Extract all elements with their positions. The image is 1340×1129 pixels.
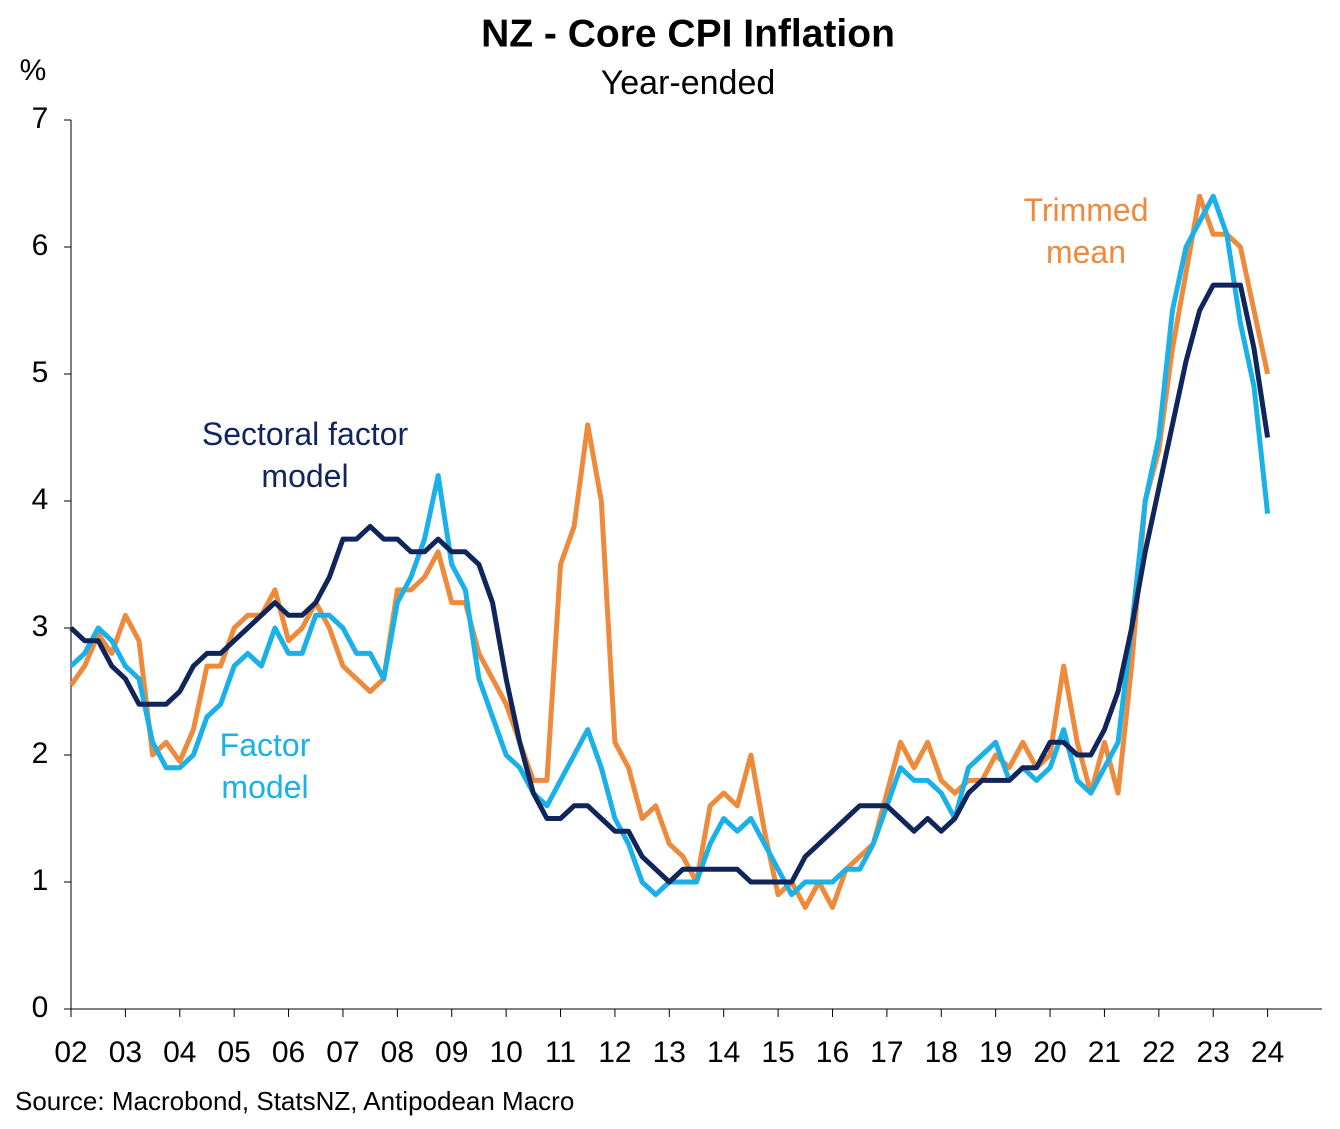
x-tick-label: 22: [1142, 1036, 1175, 1069]
x-tick-label: 09: [435, 1036, 468, 1069]
x-tick-label: 14: [707, 1036, 740, 1069]
y-tick-label: 0: [32, 991, 49, 1024]
series-label: Factor model: [219, 727, 311, 805]
x-tick-label: 24: [1251, 1036, 1284, 1069]
x-tick-label: 20: [1033, 1036, 1066, 1069]
x-tick-label: 07: [326, 1036, 359, 1069]
x-tick-label: 23: [1197, 1036, 1230, 1069]
x-tick-label: 04: [163, 1036, 196, 1069]
x-tick-label: 05: [217, 1036, 250, 1069]
source: Source: Macrobond, StatsNZ, Antipodean M…: [15, 1086, 574, 1116]
y-tick-label: 5: [32, 356, 49, 389]
y-tick-label: 2: [32, 737, 49, 770]
x-tick-label: 06: [272, 1036, 305, 1069]
x-tick-label: 16: [816, 1036, 849, 1069]
y-tick-label: 7: [32, 102, 49, 135]
y-tick-label: 6: [32, 229, 49, 262]
series-line: [68, 193, 1271, 910]
x-tick-label: 12: [598, 1036, 631, 1069]
x-tick-label: 17: [870, 1036, 903, 1069]
y-tick-label: 3: [32, 610, 49, 643]
series-label: Sectoral factor model: [201, 416, 409, 494]
x-tick-label: 21: [1088, 1036, 1121, 1069]
series-line: [69, 282, 1271, 885]
x-tick-label: 15: [761, 1036, 794, 1069]
y-axis-label: %: [20, 54, 47, 87]
y-tick-label: 1: [32, 864, 49, 897]
chart-subtitle: Year-ended: [601, 64, 776, 102]
x-tick-label: 08: [381, 1036, 414, 1069]
x-tick-label: 19: [979, 1036, 1012, 1069]
x-tick-label: 10: [489, 1036, 522, 1069]
chart-title: NZ - Core CPI Inflation: [481, 12, 895, 55]
x-tick-label: 02: [54, 1036, 87, 1069]
x-tick-label: 18: [925, 1036, 958, 1069]
y-tick-label: 4: [32, 483, 49, 516]
series-label: Trimmed mean: [1023, 192, 1149, 270]
x-tick-label: 11: [545, 1036, 576, 1069]
x-tick-label: 13: [653, 1036, 686, 1069]
x-tick-label: 03: [109, 1036, 142, 1069]
